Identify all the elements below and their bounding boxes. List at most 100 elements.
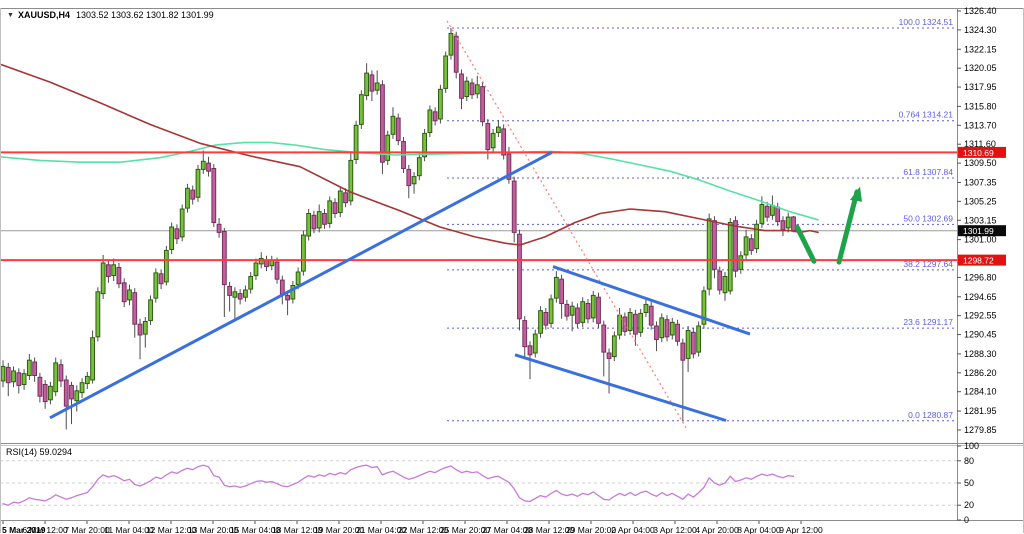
svg-text:1305.25: 1305.25 xyxy=(964,196,997,206)
bear-candle xyxy=(137,323,143,336)
bull-candle xyxy=(258,258,264,265)
bear-candle xyxy=(132,292,138,325)
svg-text:1315.80: 1315.80 xyxy=(964,101,997,111)
bear-candle xyxy=(158,273,164,285)
rsi-indicator-label: RSI(14) 59.0294 xyxy=(6,447,73,457)
bear-candle xyxy=(453,35,459,73)
current-price-badge xyxy=(958,225,1006,237)
ma-fast-green xyxy=(0,141,819,221)
bear-candle xyxy=(37,376,43,397)
bear-candle xyxy=(748,238,754,251)
svg-text:1288.30: 1288.30 xyxy=(964,349,997,359)
bear-candle xyxy=(633,313,638,335)
svg-text:0.764 1314.21: 0.764 1314.21 xyxy=(899,110,954,120)
bull-candle xyxy=(727,222,733,292)
bull-candle xyxy=(300,234,306,272)
bull-candle xyxy=(374,82,380,91)
bear-candle xyxy=(42,384,48,403)
bull-candle xyxy=(696,325,702,353)
bear-candle xyxy=(206,162,211,172)
bear-candle xyxy=(369,74,375,92)
bear-candle xyxy=(469,82,475,96)
svg-text:61.8 1307.84: 61.8 1307.84 xyxy=(903,167,953,177)
bull-candle xyxy=(390,115,396,135)
dotted-decline-line xyxy=(446,20,687,429)
bull-candle xyxy=(79,382,85,394)
bull-candle xyxy=(253,262,259,277)
bull-candle xyxy=(532,333,538,354)
bear-candle xyxy=(332,202,338,214)
bull-candle xyxy=(169,226,175,250)
bear-candle xyxy=(606,352,612,359)
bear-candle xyxy=(16,372,22,386)
bear-candle xyxy=(274,261,280,280)
svg-text:1284.10: 1284.10 xyxy=(964,387,997,397)
bear-candle xyxy=(406,168,412,187)
bear-candle xyxy=(690,331,696,355)
bull-candle xyxy=(590,294,596,319)
bull-candle xyxy=(580,301,586,323)
bear-candle xyxy=(522,320,528,348)
price-axis: 1326.40 1324.30 1322.15 1320.05 1317.95 1315.… xyxy=(957,6,997,435)
bull-candle xyxy=(248,276,254,290)
bear-candle xyxy=(543,312,549,326)
bull-candle xyxy=(701,290,707,325)
bull-candle xyxy=(95,291,101,338)
collapse-arrow-icon[interactable]: ▼ xyxy=(7,12,14,19)
bear-candle xyxy=(654,325,659,340)
svg-text:18 Mar 12:00: 18 Mar 12:00 xyxy=(272,525,322,534)
bull-candle xyxy=(163,249,169,283)
support-resistance-lines xyxy=(0,151,957,262)
bull-candle xyxy=(759,204,765,224)
bear-candle xyxy=(511,180,517,233)
bear-candle xyxy=(791,216,796,232)
svg-text:1313.70: 1313.70 xyxy=(964,120,997,130)
bear-candle xyxy=(675,323,680,342)
bear-candle xyxy=(121,282,127,303)
alert-price-badge xyxy=(958,146,1006,158)
bull-candle xyxy=(243,289,248,298)
bull-candle xyxy=(53,362,59,393)
svg-text:1326.40: 1326.40 xyxy=(964,6,997,16)
bull-candle xyxy=(348,159,354,202)
bear-candle xyxy=(601,324,607,353)
bull-candle xyxy=(364,72,370,97)
svg-text:5 Mar 2019: 5 Mar 2019 xyxy=(2,525,46,534)
bear-candle xyxy=(459,73,464,99)
svg-text:23.6 1291.17: 23.6 1291.17 xyxy=(903,317,953,327)
bull-candle xyxy=(295,271,301,286)
svg-text:22 Mar 12:00: 22 Mar 12:00 xyxy=(398,525,448,534)
bull-candle xyxy=(569,305,575,316)
svg-text:1317.95: 1317.95 xyxy=(964,82,997,92)
blue-trendlines xyxy=(49,150,751,422)
svg-text:1279.85: 1279.85 xyxy=(964,425,997,435)
svg-text:28 Mar 12:00: 28 Mar 12:00 xyxy=(524,525,574,534)
bull-candle xyxy=(48,385,53,401)
bull-candle xyxy=(553,276,559,299)
bear-candle xyxy=(432,111,438,122)
svg-text:21 Mar 04:00: 21 Mar 04:00 xyxy=(356,525,406,534)
svg-text:0.0 1280.87: 0.0 1280.87 xyxy=(908,410,953,420)
bear-candle xyxy=(664,319,670,338)
svg-text:1296.80: 1296.80 xyxy=(964,272,997,282)
bull-candle xyxy=(148,299,153,322)
bear-candle xyxy=(5,366,11,384)
svg-text:15 Mar 04:00: 15 Mar 04:00 xyxy=(230,525,280,534)
bull-candle xyxy=(617,314,622,336)
bull-candle xyxy=(738,255,744,270)
bull-candle xyxy=(490,132,496,149)
bull-candle xyxy=(153,272,159,299)
bear-candle xyxy=(380,84,385,163)
bull-candle xyxy=(185,187,190,209)
bull-candle xyxy=(464,80,470,97)
bear-candle xyxy=(216,223,222,233)
bull-candle xyxy=(358,94,364,125)
bull-candle xyxy=(111,264,117,277)
bull-candle xyxy=(427,109,433,133)
svg-text:12 Mar 12:00: 12 Mar 12:00 xyxy=(146,525,196,534)
bear-candle xyxy=(221,231,227,286)
symbol-timeframe-label: XAUUSD,H4 xyxy=(17,10,70,20)
